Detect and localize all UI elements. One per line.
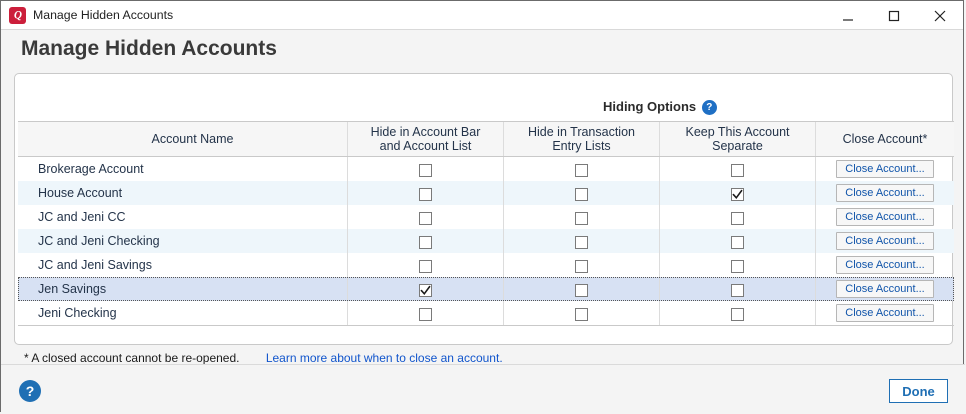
svg-text:Q: Q bbox=[14, 9, 22, 21]
